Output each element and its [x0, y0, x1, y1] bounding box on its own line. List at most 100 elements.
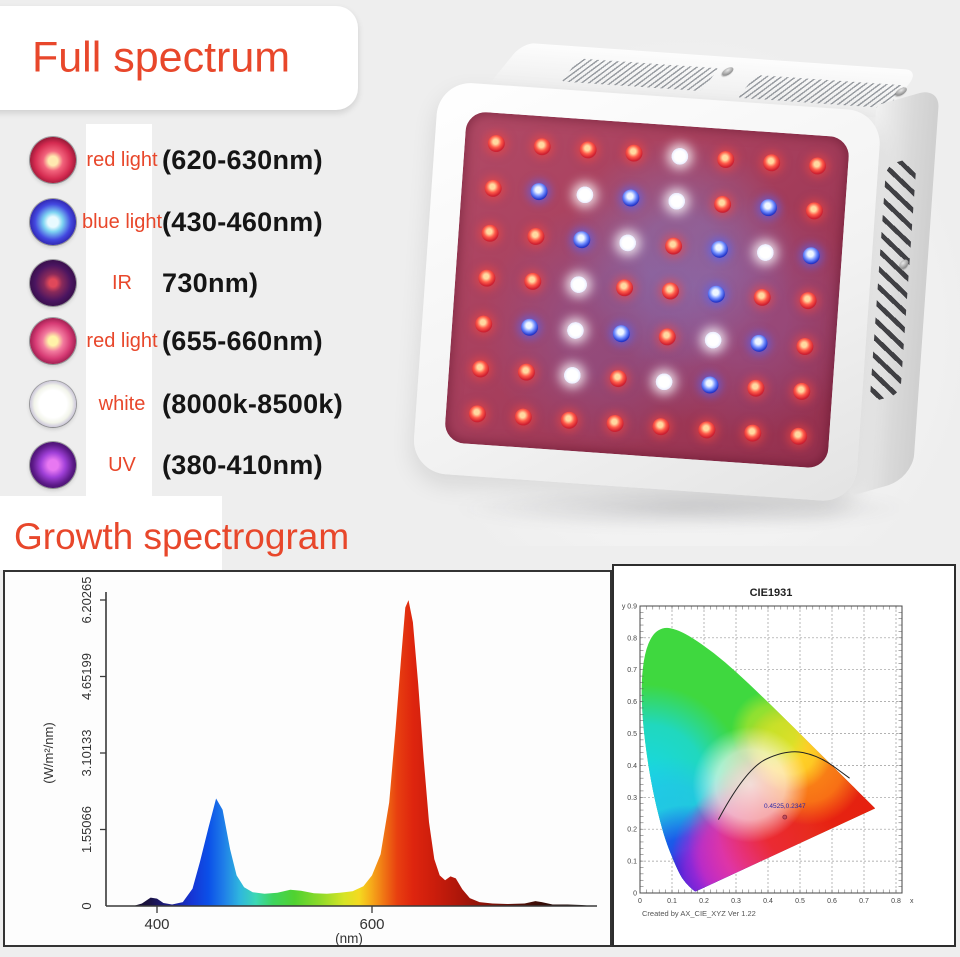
x-tick-label: 0.5: [795, 898, 805, 905]
blue-led: [621, 189, 640, 208]
planckian-locus-curve: [717, 751, 850, 820]
red-led: [792, 382, 811, 401]
product-photo: [406, 34, 960, 546]
y-tick-label: 0.6: [627, 699, 637, 706]
led-board: [443, 110, 851, 469]
ir-led-icon: [30, 260, 76, 306]
blue-led: [520, 317, 539, 336]
blue-led: [749, 333, 768, 352]
white-led: [562, 366, 581, 385]
blue-led: [611, 324, 630, 343]
x-tick-label: 0.8: [891, 898, 901, 905]
y-tick-label: 0.2: [627, 827, 637, 834]
red-led: [651, 417, 670, 436]
white-led: [755, 243, 774, 262]
red-led: [697, 420, 716, 439]
side-vent: [869, 156, 917, 403]
legend-label: red light: [86, 148, 158, 171]
cie-chart-box: CIE1931 0.4525,0.2347 0 0.1 0.2 0.3 0.4 0.5 0.6 0…: [612, 564, 956, 947]
red-led-icon: [30, 137, 76, 183]
red-led: [660, 282, 679, 301]
red-led: [798, 292, 817, 311]
red-led: [470, 359, 490, 378]
red-led: [486, 134, 505, 153]
y-tick-label: y 0.9: [622, 603, 637, 610]
x-tick-label: 0.2: [699, 898, 709, 905]
legend-label: blue light: [81, 210, 163, 233]
white-led-icon: [30, 381, 76, 427]
white-led: [667, 192, 686, 211]
x-tick-label: 600: [359, 916, 384, 933]
red-led: [516, 362, 536, 381]
red-led: [523, 272, 542, 291]
legend-label: UV: [108, 453, 136, 476]
y-tick-label: 0.1: [627, 859, 637, 866]
legend-label: IR: [112, 271, 132, 294]
white-led: [575, 185, 594, 205]
red-led: [526, 227, 545, 246]
red-led: [483, 179, 502, 198]
chromaticity-point-label: 0.4525,0.2347: [764, 803, 806, 810]
x-tick-label: 0.6: [827, 898, 837, 905]
cie1931-chart: CIE1931 0.4525,0.2347 0 0.1 0.2 0.3 0.4 0.5 0.6 0…: [622, 587, 914, 918]
x-tick-label: 0.1: [667, 898, 677, 905]
red-led: [713, 195, 732, 214]
legend-row-uv: UV (380-410nm): [0, 442, 430, 488]
red-led: [752, 288, 771, 307]
plot-frame: [639, 605, 903, 894]
red-led: [795, 337, 814, 356]
led-grid: [452, 119, 841, 460]
y-axis-label: (W/m²/nm): [41, 722, 56, 783]
red-led: [474, 314, 493, 333]
grow-light-device: [403, 28, 954, 523]
blue-led: [706, 285, 725, 304]
red-led: [480, 224, 499, 243]
background-white-patch: [0, 496, 222, 570]
red-led: [532, 137, 551, 156]
blue-led: [700, 375, 719, 394]
y-tick-label: 4.65199: [79, 653, 94, 700]
x-tick-label: 0.3: [731, 898, 741, 905]
red-led: [762, 153, 781, 172]
chromaticity-point: [782, 814, 788, 820]
red-led: [624, 144, 643, 163]
red-led: [663, 237, 683, 256]
red-led: [743, 423, 762, 443]
blue-led: [529, 182, 548, 201]
x-tick-label: 400: [144, 916, 169, 933]
legend-label-strip: [86, 124, 152, 508]
y-tick-label: 0.4: [627, 763, 637, 770]
white-led: [670, 147, 689, 166]
red-led: [605, 414, 624, 433]
legend-row-red2: red light (655-660nm): [0, 318, 430, 364]
red-led: [746, 378, 765, 398]
white-led: [618, 234, 637, 253]
legend-row-ir: IR 730nm): [0, 260, 430, 306]
device-front-face: [411, 80, 882, 503]
hero-card: Full spectrum: [0, 6, 358, 110]
legend-label: white: [98, 392, 146, 415]
legend-value: (655-660nm): [162, 325, 323, 356]
blue-led: [709, 240, 729, 259]
y-tick-label: 1.55066: [79, 806, 94, 853]
white-led: [569, 275, 588, 295]
y-tick-label: 0.5: [627, 731, 637, 738]
led-legend: red light (620-630nm) blue light (430-460nm…: [0, 126, 430, 508]
white-led: [654, 372, 673, 391]
section-title: Growth spectrogram: [14, 516, 350, 557]
red-led: [467, 404, 486, 423]
red2-led-icon: [30, 318, 76, 364]
y-tick-label: 0.8: [627, 635, 637, 642]
y-tick-label: 0: [79, 902, 94, 909]
top-vent-left: [561, 58, 720, 92]
blue-led: [572, 230, 591, 250]
uv-led-icon: [30, 442, 76, 488]
credit-text: Created by AX_CIE_XYZ Ver 1.22: [642, 909, 756, 918]
legend-row-red: red light (620-630nm): [0, 137, 430, 183]
red-led: [657, 327, 676, 346]
legend-value: (620-630nm): [162, 144, 323, 175]
red-led: [477, 269, 496, 288]
red-led: [513, 407, 532, 426]
red-led: [559, 411, 578, 430]
